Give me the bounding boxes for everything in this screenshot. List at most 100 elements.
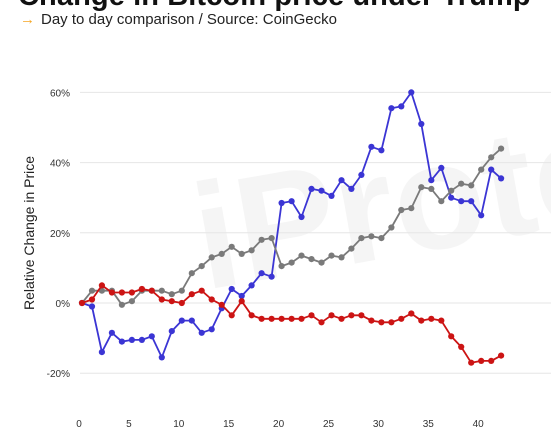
data-point bbox=[158, 296, 165, 303]
x-tick-label: 15 bbox=[223, 419, 235, 430]
data-point bbox=[478, 166, 485, 173]
data-point bbox=[238, 298, 245, 305]
data-point bbox=[208, 296, 215, 303]
data-point bbox=[168, 298, 175, 305]
data-point bbox=[148, 333, 155, 340]
data-point bbox=[378, 147, 385, 154]
data-point bbox=[178, 317, 185, 324]
data-point bbox=[158, 287, 165, 294]
data-point bbox=[348, 312, 355, 319]
data-point bbox=[228, 285, 235, 293]
data-point bbox=[448, 187, 455, 194]
data-point bbox=[468, 198, 475, 205]
data-point bbox=[278, 199, 285, 207]
data-point bbox=[138, 336, 145, 343]
data-point bbox=[238, 292, 245, 300]
data-point bbox=[388, 319, 395, 326]
data-point bbox=[278, 263, 285, 270]
data-point bbox=[208, 326, 215, 333]
data-point bbox=[178, 287, 185, 294]
data-point bbox=[78, 299, 86, 307]
y-tick-label: 60% bbox=[50, 88, 70, 99]
data-point bbox=[408, 310, 415, 317]
data-point bbox=[428, 185, 435, 192]
data-point bbox=[258, 315, 265, 322]
data-point bbox=[268, 273, 275, 280]
data-point bbox=[258, 270, 265, 277]
data-point bbox=[328, 192, 335, 199]
data-point bbox=[408, 205, 415, 212]
data-point bbox=[358, 312, 365, 319]
data-point bbox=[318, 319, 325, 326]
data-point bbox=[258, 236, 265, 243]
data-point bbox=[478, 357, 485, 364]
data-point bbox=[188, 291, 195, 298]
data-point bbox=[348, 245, 355, 252]
subtitle-text: Day to day comparison / Source: CoinGeck… bbox=[41, 11, 337, 28]
x-tick-label: 20 bbox=[273, 419, 285, 430]
data-point bbox=[88, 296, 96, 303]
data-point bbox=[98, 282, 105, 289]
data-point bbox=[398, 315, 405, 322]
data-point bbox=[308, 256, 315, 263]
y-tick-label: -20% bbox=[47, 369, 70, 380]
x-tick-label: 5 bbox=[126, 419, 132, 430]
data-point bbox=[458, 180, 465, 187]
data-point bbox=[288, 198, 295, 205]
data-point bbox=[278, 315, 285, 322]
y-axis-label: Relative Change in Price bbox=[21, 156, 37, 310]
data-point bbox=[158, 354, 165, 361]
data-point bbox=[488, 154, 495, 161]
data-point bbox=[168, 328, 175, 335]
data-point bbox=[248, 312, 255, 319]
data-point bbox=[468, 182, 475, 189]
data-point bbox=[418, 317, 425, 324]
data-point bbox=[118, 289, 125, 296]
data-point bbox=[298, 213, 305, 221]
data-point bbox=[288, 315, 295, 322]
data-point bbox=[188, 317, 195, 324]
chart-subtitle: → Day to day comparison / Source: CoinGec… bbox=[20, 11, 337, 28]
x-tick-label: 0 bbox=[76, 419, 82, 430]
data-point bbox=[188, 270, 195, 277]
data-point bbox=[428, 315, 435, 322]
x-tick-label: 25 bbox=[323, 419, 335, 430]
data-point bbox=[408, 89, 415, 96]
data-point bbox=[318, 187, 325, 194]
data-point bbox=[388, 224, 395, 231]
data-point bbox=[338, 315, 345, 322]
data-point bbox=[128, 289, 135, 296]
data-point bbox=[378, 319, 385, 326]
data-point bbox=[368, 317, 375, 324]
x-tick-label: 40 bbox=[473, 419, 485, 430]
data-point bbox=[208, 254, 215, 261]
data-point bbox=[138, 285, 145, 293]
data-point bbox=[248, 282, 255, 289]
data-point bbox=[498, 352, 505, 359]
data-point bbox=[498, 145, 505, 152]
data-point bbox=[308, 185, 315, 192]
data-point bbox=[118, 301, 125, 308]
data-point bbox=[388, 105, 395, 112]
data-point bbox=[438, 317, 445, 324]
data-point bbox=[218, 250, 225, 257]
data-point bbox=[358, 171, 365, 178]
data-point bbox=[418, 184, 425, 191]
watermark-text: iProto bbox=[181, 81, 551, 322]
data-point bbox=[448, 333, 455, 340]
data-point bbox=[198, 287, 205, 294]
arrow-right-icon: → bbox=[20, 11, 35, 28]
data-point bbox=[268, 315, 275, 322]
data-point bbox=[218, 301, 225, 308]
data-point bbox=[248, 247, 255, 254]
data-point bbox=[308, 312, 315, 319]
data-point bbox=[288, 259, 295, 266]
data-point bbox=[488, 357, 495, 364]
data-point bbox=[438, 164, 445, 171]
data-point bbox=[478, 212, 485, 219]
chart-title: Change in Bitcoin price under Trump bbox=[18, 0, 531, 13]
data-point bbox=[338, 254, 345, 261]
data-point bbox=[458, 198, 465, 205]
data-point bbox=[468, 359, 475, 366]
